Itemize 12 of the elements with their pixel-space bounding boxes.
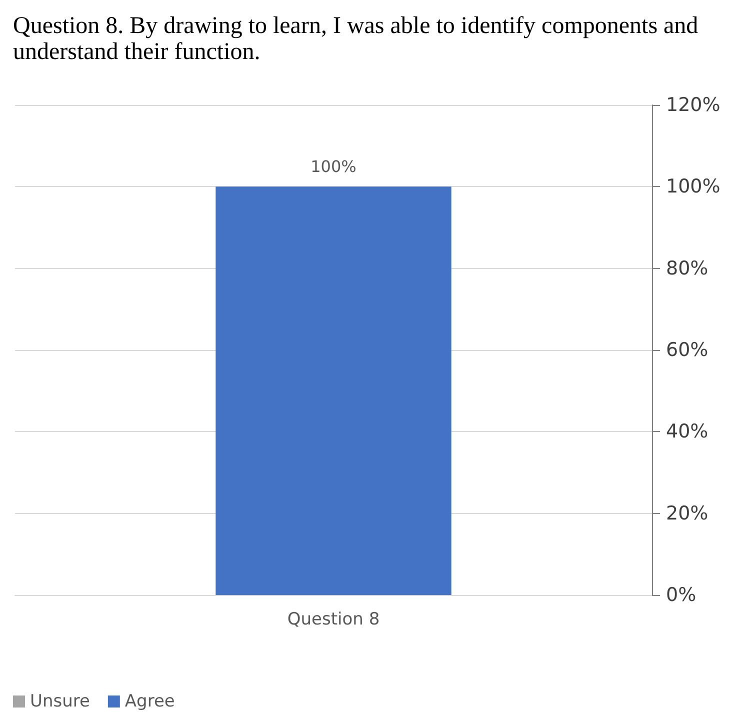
y-tick-label: 40% (666, 420, 708, 443)
y-tick-label: 0% (666, 584, 696, 606)
y-tick-label: 60% (666, 339, 708, 361)
chart-title: Question 8. By drawing to learn, I was able to identify components and understand their function. (13, 13, 704, 65)
y-tick-label: 80% (666, 257, 708, 280)
y-tick-label: 20% (666, 502, 708, 524)
y-tick-label: 120% (666, 94, 720, 116)
x-tick-label: Question 8 (287, 610, 380, 630)
legend-label: Unsure (30, 692, 90, 712)
data-label: 100% (310, 157, 356, 176)
legend-label: Agree (124, 692, 175, 712)
y-tick-label: 100% (666, 176, 720, 198)
